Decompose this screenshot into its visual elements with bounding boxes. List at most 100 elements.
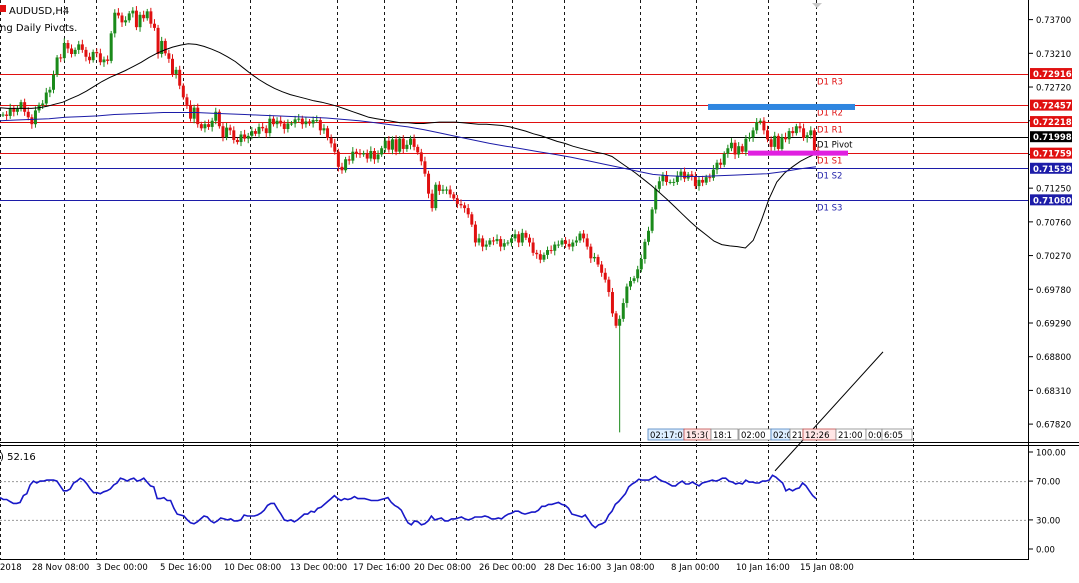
time-tick-label: 2018 — [0, 563, 22, 573]
candle-body — [286, 123, 290, 129]
candle-body — [697, 179, 701, 187]
price-level-tag-label: 0.72916 — [1033, 70, 1072, 80]
candle-body — [131, 10, 135, 14]
candle-body — [690, 174, 694, 177]
candle-body — [477, 238, 481, 243]
candle-body — [672, 181, 676, 183]
candle-body — [98, 53, 102, 63]
candle-body — [711, 169, 715, 178]
candle-body — [149, 11, 153, 24]
time-tick-label: 3 Dec 00:00 — [96, 563, 148, 573]
candle-body — [610, 292, 614, 314]
candle-body — [59, 57, 63, 59]
time-label-text: 15:3( — [686, 431, 708, 441]
candle-body — [88, 56, 92, 61]
candle-body — [333, 143, 337, 152]
candle-body — [243, 134, 247, 139]
price-level-tag — [1030, 68, 1072, 80]
candle-body — [661, 175, 665, 182]
candle-body — [1, 114, 5, 116]
candle-body — [762, 120, 766, 131]
candle-body — [152, 23, 156, 28]
candle-body — [441, 189, 445, 191]
candle-body — [185, 97, 189, 105]
candle-body — [264, 128, 268, 134]
osc-tick-label: 0.00 — [1036, 546, 1055, 556]
candle-body — [70, 48, 74, 55]
candle-body — [253, 131, 257, 134]
candle-body — [95, 51, 99, 54]
candle-body — [48, 89, 52, 93]
candle-body — [127, 13, 131, 21]
price-level-tag-label: 0.71080 — [1033, 196, 1072, 206]
candle-body — [15, 109, 19, 112]
candle-body — [362, 153, 366, 155]
candle-body — [452, 194, 456, 199]
price-level-tag — [1030, 116, 1072, 128]
candle-body — [567, 243, 571, 247]
candle-body — [344, 159, 348, 171]
time-label-text: 02:17:0 — [650, 431, 683, 441]
candle-body — [167, 53, 171, 59]
candle-body — [138, 14, 142, 28]
candle-body — [91, 51, 95, 61]
candle-body — [445, 189, 449, 191]
time-tick-label: 20 Dec 08:00 — [414, 563, 471, 573]
candle-body — [62, 42, 66, 59]
candle-body — [632, 278, 636, 282]
candle-body — [170, 58, 174, 74]
candle-body — [787, 131, 791, 140]
candle-body — [33, 110, 37, 125]
candle-body — [358, 153, 362, 155]
candle-body — [5, 114, 9, 116]
candle-body — [603, 272, 607, 280]
candle-body — [502, 243, 506, 247]
candle-body — [675, 175, 679, 182]
candle-body — [657, 181, 661, 189]
candle-body — [390, 139, 394, 150]
candle-body — [44, 92, 48, 104]
trendline-layer[interactable] — [774, 351, 884, 472]
price-tick-label: 0.73700 — [1036, 16, 1071, 26]
candle-body — [560, 240, 564, 245]
candle-body — [578, 233, 582, 241]
candle-body — [297, 118, 301, 120]
time-labels-strip: 02:17:0 15:3(18:1 02:00 02:0 21 12:26 21:00 0:0… — [647, 428, 913, 441]
pivot-level-label: D1 R1 — [817, 126, 843, 136]
candle-body — [614, 313, 618, 326]
price-level-tag — [1030, 131, 1072, 143]
ma-fast-line — [0, 43, 817, 249]
price-level-tag-label: 0.71998 — [1033, 133, 1072, 143]
chart-shift-marker-icon[interactable] — [812, 3, 822, 8]
candle-body — [528, 237, 532, 243]
osc-tick-label: 30.00 — [1036, 516, 1060, 526]
support-highlight-bar — [748, 150, 848, 156]
candle-body — [398, 138, 402, 152]
candle-body — [102, 59, 106, 63]
candle-body — [708, 177, 712, 179]
price-level-tag — [1030, 99, 1072, 111]
candle-body — [524, 232, 528, 238]
candle-body — [809, 130, 813, 136]
price-axis: 0.737000.732100.727200.722300.717400.712… — [1029, 16, 1072, 431]
time-tick-label: 8 Jan 00:00 — [671, 563, 719, 573]
candle-body — [347, 159, 351, 161]
candle-body — [315, 120, 319, 122]
time-tick-label: 28 Nov 08:00 — [32, 563, 89, 573]
candle-body — [549, 250, 553, 252]
indicator-label: ng Daily Pivots. — [0, 23, 77, 34]
candle-body — [77, 44, 81, 50]
candle-body — [214, 111, 218, 121]
candle-body — [448, 189, 452, 195]
candle-body — [459, 203, 463, 206]
candle-body — [650, 209, 654, 231]
candle-body — [517, 234, 521, 243]
time-tick-label: 10 Dec 08:00 — [224, 563, 281, 573]
candle-body — [798, 126, 802, 129]
oscillator-value-label: ) 52.16 — [0, 452, 36, 463]
time-tick-label: 3 Jan 08:00 — [606, 563, 654, 573]
time-label-text: 21:00 — [838, 431, 863, 441]
